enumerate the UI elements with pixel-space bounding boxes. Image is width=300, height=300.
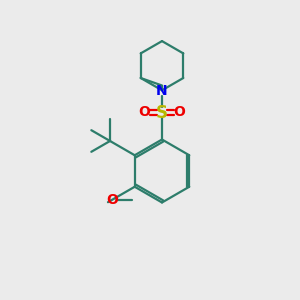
Text: S: S	[156, 103, 168, 122]
Text: O: O	[139, 106, 151, 119]
Text: O: O	[107, 193, 118, 206]
Text: O: O	[173, 106, 185, 119]
Text: N: N	[156, 84, 168, 98]
